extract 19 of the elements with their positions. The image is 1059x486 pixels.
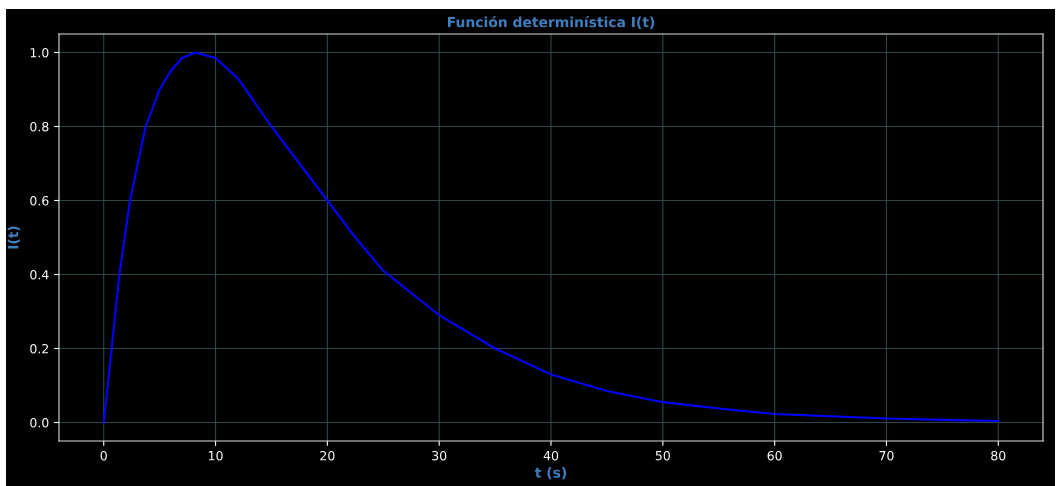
y-tick-label: 0.2	[30, 343, 49, 354]
x-tick-label: 0	[100, 450, 107, 461]
chart-title: Función determinística I(t)	[447, 15, 655, 29]
y-tick-label: 0.0	[30, 417, 49, 428]
y-tick-label: 0.8	[30, 121, 49, 132]
x-tick-label: 80	[991, 450, 1006, 461]
y-tick-label: 1.0	[30, 47, 49, 58]
x-tick-label: 40	[543, 450, 559, 461]
x-axis-title: t (s)	[534, 467, 567, 480]
line-series	[102, 51, 1000, 424]
x-tick-label: 70	[879, 450, 894, 461]
y-tick-label: 0.4	[30, 269, 49, 280]
y-tick-label: 0.6	[30, 195, 49, 206]
x-tick-label: 20	[320, 450, 335, 461]
x-tick-label: 50	[655, 450, 670, 461]
x-tick-label: 60	[767, 450, 782, 461]
x-tick-label: 30	[432, 450, 447, 461]
x-tick-label: 10	[208, 450, 223, 461]
y-axis-title: I(t)	[7, 226, 21, 249]
